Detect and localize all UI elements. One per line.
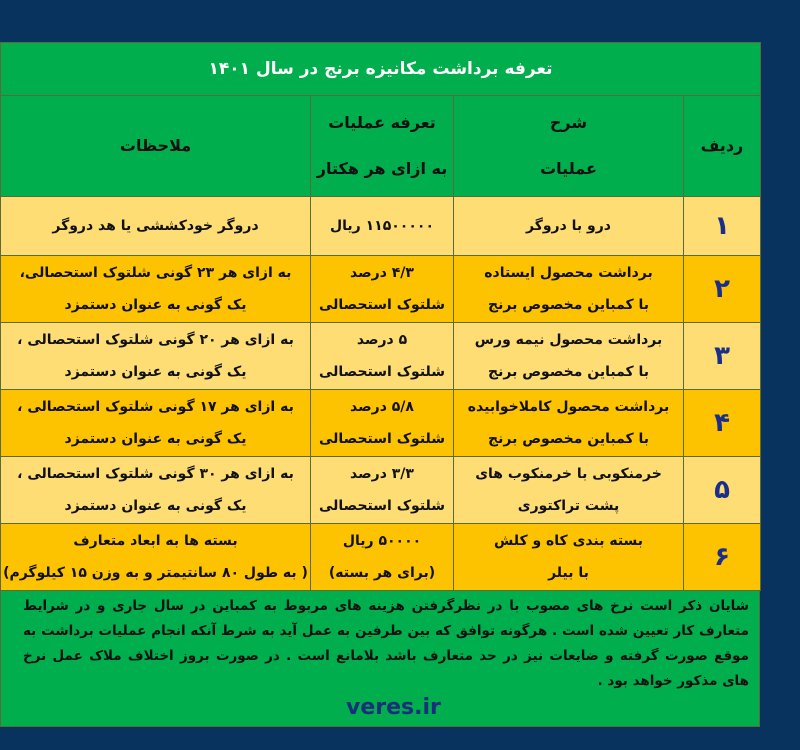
row-notes: به ازای هر ۳۰ گونی شلتوک استحصالی ، یک گو… (0, 456, 311, 524)
table-row: ۲ برداشت محصول ایستاده با کمباین مخصوص برن… (0, 255, 761, 323)
row-notes: به ازای هر ۲۳ گونی شلتوک استحصالی، یک گون… (0, 255, 311, 323)
row-rate-line: ۴/۳ درصد (350, 265, 414, 281)
website-label: veres.ir (346, 695, 441, 720)
footer-note: شایان ذکر است نرخ های مصوب با در نظرگرفت… (0, 591, 760, 727)
row-rate: ۳/۳ درصد شلتوک استحصالی (310, 456, 454, 524)
row-description: برداشت محصول کاملاخوابیده با کمباین مخصوص… (453, 389, 684, 457)
row-description-line: با بیلر (548, 565, 589, 581)
row-notes: دروگر خودکششی یا هد دروگر (0, 196, 311, 256)
row-description: درو با دروگر (453, 196, 684, 256)
row-rate-line: ۵۰۰۰۰ ریال (342, 533, 422, 549)
row-index-line: ۴ (714, 408, 730, 438)
row-notes-line: به ازای هر ۲۰ گونی شلتوک استحصالی ، (17, 332, 294, 348)
row-rate-line: شلتوک استحصالی (318, 364, 446, 380)
table-row: ۴ برداشت محصول کاملاخوابیده با کمباین مخصو… (0, 389, 761, 457)
row-notes-line: یک گونی به عنوان دستمزد (64, 431, 247, 447)
row-rate-line: شلتوک استحصالی (318, 498, 446, 514)
row-description-line: با کمباین مخصوص برنج (488, 297, 649, 313)
row-description-line: با کمباین مخصوص برنج (488, 431, 649, 447)
row-description-line: درو با دروگر (525, 218, 611, 234)
row-index-line: ۳ (714, 341, 730, 371)
row-index: ۲ (683, 255, 761, 323)
row-notes: به ازای هر ۱۷ گونی شلتوک استحصالی ، یک گو… (0, 389, 311, 457)
row-index: ۳ (683, 322, 761, 390)
row-rate-line: ۵/۸ درصد (350, 399, 414, 415)
row-description: بسته بندی کاه و کلش با بیلر (453, 523, 684, 591)
row-notes-line: یک گونی به عنوان دستمزد (64, 364, 247, 380)
row-rate: ۵۰۰۰۰ ریال (برای هر بسته) (310, 523, 454, 591)
tariff-table-container: تعرفه برداشت مکانیزه برنج در سال ۱۴۰۱ رد… (0, 42, 761, 727)
row-rate-line: شلتوک استحصالی (318, 297, 446, 313)
row-rate: ۱۱۵۰۰۰۰۰ ریال (310, 196, 454, 256)
table-row: ۳ برداشت محصول نیمه ورس با کمباین مخصوص بر… (0, 322, 761, 390)
header-rate: تعرفه عملیات به ازای هر هکتار (310, 95, 454, 197)
row-notes-line: ( به طول ۸۰ سانتیمتر و به وزن ۱۵ کیلوگرم… (3, 565, 308, 581)
row-index: ۴ (683, 389, 761, 457)
row-index: ۶ (683, 523, 761, 591)
table-row: ۶ بسته بندی کاه و کلش با بیلر ۵۰۰۰۰ ریال (بر… (0, 523, 761, 591)
row-notes-line: به ازای هر ۱۷ گونی شلتوک استحصالی ، (17, 399, 294, 415)
row-notes-line: به ازای هر ۳۰ گونی شلتوک استحصالی ، (17, 466, 294, 482)
row-rate-line: ۵ درصد (356, 332, 408, 348)
row-notes-line: دروگر خودکششی یا هد دروگر (52, 218, 259, 234)
row-notes-line: بسته ها به ابعاد متعارف (73, 533, 238, 549)
row-rate-line: شلتوک استحصالی (318, 431, 446, 447)
header-rate-line2: به ازای هر هکتار (316, 159, 448, 178)
footer-text: شایان ذکر است نرخ های مصوب با در نظرگرفت… (23, 598, 749, 689)
row-notes: بسته ها به ابعاد متعارف ( به طول ۸۰ سانتی… (0, 523, 311, 591)
row-index-line: ۵ (714, 475, 730, 505)
header-desc-line1: شرح (549, 113, 588, 132)
row-description: خرمنکوبی با خرمنکوب های پشت تراکتوری (453, 456, 684, 524)
header-description: شرح عملیات (453, 95, 684, 197)
row-rate-line: ۱۱۵۰۰۰۰۰ ریال (330, 218, 434, 234)
header-notes: ملاحظات (0, 95, 311, 197)
row-rate: ۵/۸ درصد شلتوک استحصالی (310, 389, 454, 457)
row-description: برداشت محصول نیمه ورس با کمباین مخصوص برن… (453, 322, 684, 390)
row-notes-line: یک گونی به عنوان دستمزد (64, 498, 247, 514)
row-index-line: ۲ (714, 274, 730, 304)
row-index: ۵ (683, 456, 761, 524)
row-rate: ۵ درصد شلتوک استحصالی (310, 322, 454, 390)
row-description-line: با کمباین مخصوص برنج (488, 364, 649, 380)
table-title: تعرفه برداشت مکانیزه برنج در سال ۱۴۰۱ (0, 42, 761, 96)
row-notes: به ازای هر ۲۰ گونی شلتوک استحصالی ، یک گو… (0, 322, 311, 390)
row-description-line: برداشت محصول ایستاده (484, 265, 653, 281)
table-row: ۵ خرمنکوبی با خرمنکوب های پشت تراکتوری ۳/۳ … (0, 456, 761, 524)
row-description: برداشت محصول ایستاده با کمباین مخصوص برنج (453, 255, 684, 323)
row-description-line: پشت تراکتوری (517, 498, 620, 514)
row-description-line: برداشت محصول نیمه ورس (474, 332, 663, 348)
table-row: ۱ درو با دروگر ۱۱۵۰۰۰۰۰ ریال دروگر خودکششی … (0, 196, 761, 256)
row-description-line: برداشت محصول کاملاخوابیده (467, 399, 670, 415)
row-rate-line: ۳/۳ درصد (350, 466, 414, 482)
header-index: ردیف (683, 95, 761, 197)
row-index-line: ۱ (714, 211, 730, 241)
row-notes-line: یک گونی به عنوان دستمزد (64, 297, 247, 313)
tariff-table: تعرفه برداشت مکانیزه برنج در سال ۱۴۰۱ رد… (0, 42, 761, 591)
row-description-line: خرمنکوبی با خرمنکوب های (475, 466, 662, 482)
row-rate: ۴/۳ درصد شلتوک استحصالی (310, 255, 454, 323)
header-desc-line2: عملیات (540, 159, 597, 178)
row-index-line: ۶ (714, 542, 730, 572)
row-rate-line: (برای هر بسته) (328, 565, 436, 581)
row-description-line: بسته بندی کاه و کلش (493, 533, 644, 549)
row-notes-line: به ازای هر ۲۳ گونی شلتوک استحصالی، (19, 265, 292, 281)
row-index: ۱ (683, 196, 761, 256)
header-rate-line1: تعرفه عملیات (328, 113, 436, 132)
